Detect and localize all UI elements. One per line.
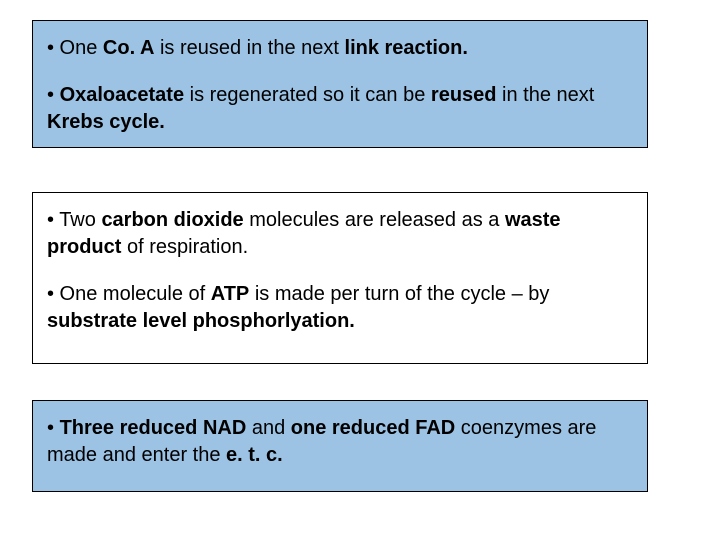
text-segment: one reduced FAD bbox=[291, 417, 455, 439]
text-segment: is regenerated so it can be bbox=[184, 84, 431, 106]
text-segment: link reaction. bbox=[345, 37, 468, 59]
text-segment: is made per turn of the cycle – by bbox=[249, 283, 549, 305]
bullet-text: • Oxaloacetate is regenerated so it can … bbox=[47, 82, 633, 136]
text-segment: e. t. c. bbox=[226, 444, 283, 466]
text-segment: • bbox=[47, 84, 60, 106]
text-segment: Co. A bbox=[103, 37, 154, 59]
text-segment: Krebs cycle. bbox=[47, 111, 165, 133]
box-3: • Three reduced NAD and one reduced FAD … bbox=[32, 400, 648, 492]
text-segment: • bbox=[47, 417, 60, 439]
text-segment: is reused in the next bbox=[154, 37, 344, 59]
text-segment: • One bbox=[47, 37, 103, 59]
bullet-text: • One molecule of ATP is made per turn o… bbox=[47, 281, 633, 335]
text-segment: reused bbox=[431, 84, 497, 106]
text-segment: and bbox=[246, 417, 290, 439]
bullet-text: • Three reduced NAD and one reduced FAD … bbox=[47, 415, 633, 469]
text-segment: Oxaloacetate bbox=[60, 84, 185, 106]
text-segment: • One molecule of bbox=[47, 283, 211, 305]
box-2: • Two carbon dioxide molecules are relea… bbox=[32, 192, 648, 364]
box-1: • One Co. A is reused in the next link r… bbox=[32, 20, 648, 148]
spacer bbox=[47, 267, 633, 275]
spacer bbox=[47, 68, 633, 76]
text-segment: carbon dioxide bbox=[101, 209, 243, 231]
text-segment: substrate level phosphorlyation. bbox=[47, 310, 355, 332]
text-segment: of respiration. bbox=[121, 236, 248, 258]
text-segment: ATP bbox=[211, 283, 250, 305]
text-segment: in the next bbox=[497, 84, 595, 106]
text-segment: • Two bbox=[47, 209, 101, 231]
text-segment: Three reduced NAD bbox=[60, 417, 247, 439]
slide: • One Co. A is reused in the next link r… bbox=[0, 0, 720, 540]
text-segment: molecules are released as a bbox=[244, 209, 505, 231]
bullet-text: • Two carbon dioxide molecules are relea… bbox=[47, 207, 633, 261]
bullet-text: • One Co. A is reused in the next link r… bbox=[47, 35, 633, 62]
